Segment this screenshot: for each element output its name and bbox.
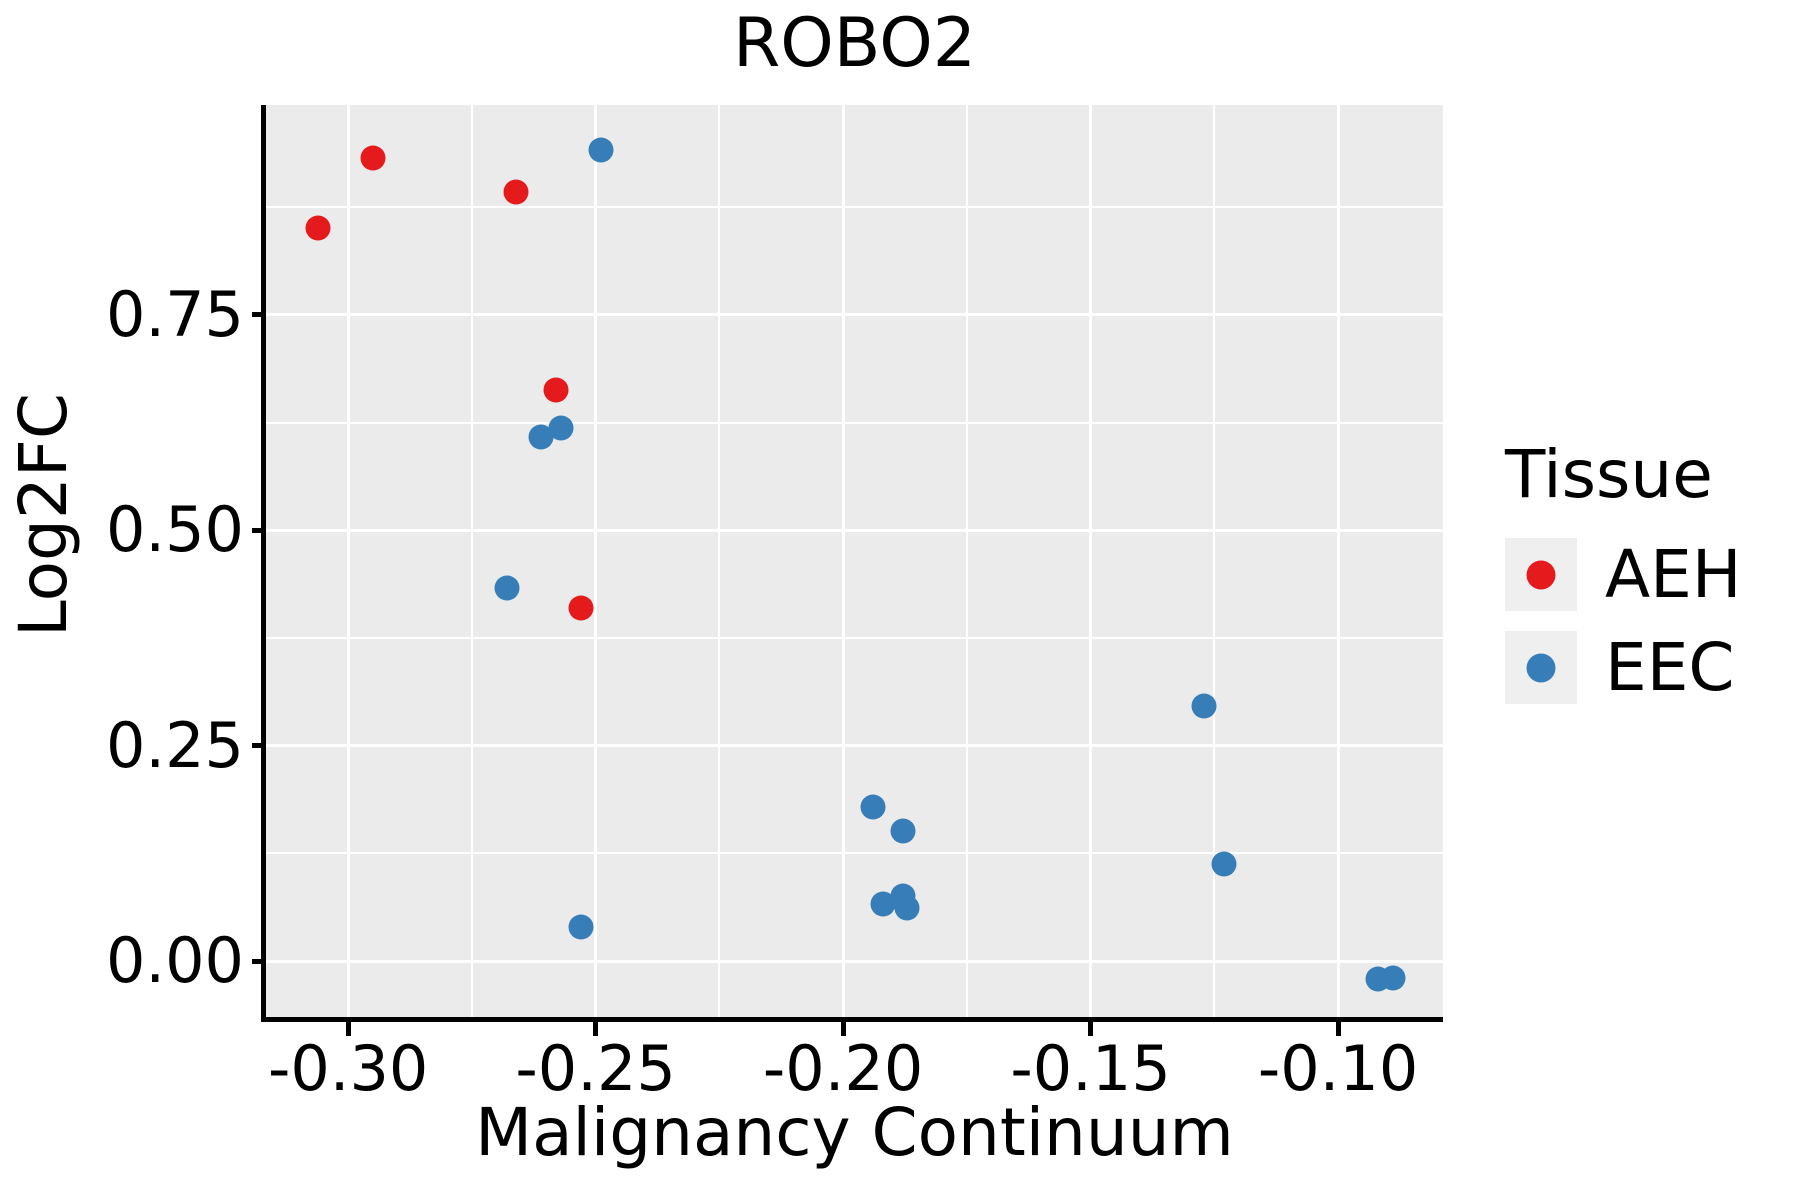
x-minor-gridline [718,105,721,1017]
y-tick-label: 0.00 [105,924,244,997]
x-major-gridline [1089,105,1093,1017]
data-point-eec [568,914,594,940]
x-major-gridline [841,105,845,1017]
data-point-eec [890,818,915,844]
x-tick-label: -0.10 [1257,1032,1419,1105]
data-point-eec [494,575,520,601]
legend-item-aeh: AEH [1505,538,1741,611]
y-minor-gridline [266,852,1443,855]
x-minor-gridline [965,105,968,1017]
x-tick-mark [1088,1022,1094,1036]
data-point-eec [1191,693,1217,719]
x-axis-line [261,1017,1443,1022]
x-minor-gridline [470,105,473,1017]
data-point-eec [860,794,886,820]
x-major-gridline [1336,105,1340,1017]
y-major-gridline [266,744,1443,748]
data-point-aeh [305,215,331,241]
y-tick-mark [252,958,266,964]
legend: Tissue AEH EEC [1505,440,1741,724]
x-tick-label: -0.25 [515,1032,676,1105]
y-axis-line [261,105,266,1022]
data-point-eec [528,424,554,450]
y-tick-label: 0.25 [105,708,244,782]
legend-item-label: AEH [1605,536,1742,613]
x-axis-title: Malignancy Continuum [475,1094,1234,1171]
data-point-eec [894,895,920,921]
legend-key-box [1505,631,1577,704]
y-minor-gridline [266,206,1443,209]
y-minor-gridline [266,421,1443,424]
x-tick-mark [840,1022,846,1036]
data-point-aeh [360,145,386,171]
x-major-gridline [594,105,598,1017]
y-tick-label: 0.75 [105,277,244,351]
data-point-aeh [503,179,529,205]
x-tick-label: -0.30 [267,1032,429,1105]
y-tick-label: 0.50 [105,493,244,567]
data-point-eec [1211,851,1237,877]
legend-item-eec: EEC [1505,631,1741,704]
data-point-eec [1380,965,1405,991]
x-tick-label: -0.15 [1010,1032,1171,1105]
plot-panel [266,105,1443,1017]
x-tick-mark [1335,1022,1341,1036]
x-minor-gridline [1213,105,1216,1017]
data-point-aeh [543,377,569,403]
x-tick-label: -0.20 [762,1032,924,1105]
y-tick-mark [252,527,266,533]
legend-item-label: EEC [1605,629,1735,706]
plot-title: ROBO2 [732,4,976,83]
data-point-eec [588,137,614,163]
data-point-aeh [568,595,594,621]
y-tick-mark [252,312,266,318]
y-tick-mark [252,743,266,749]
y-major-gridline [266,528,1443,532]
y-major-gridline [266,959,1443,963]
legend-point-icon [1526,560,1556,589]
x-tick-mark [345,1022,351,1036]
x-tick-mark [593,1022,599,1036]
y-minor-gridline [266,637,1443,639]
legend-key-box [1505,538,1577,611]
y-major-gridline [266,313,1443,317]
legend-title: Tissue [1505,436,1713,513]
x-major-gridline [346,105,350,1017]
legend-point-icon [1526,653,1556,682]
